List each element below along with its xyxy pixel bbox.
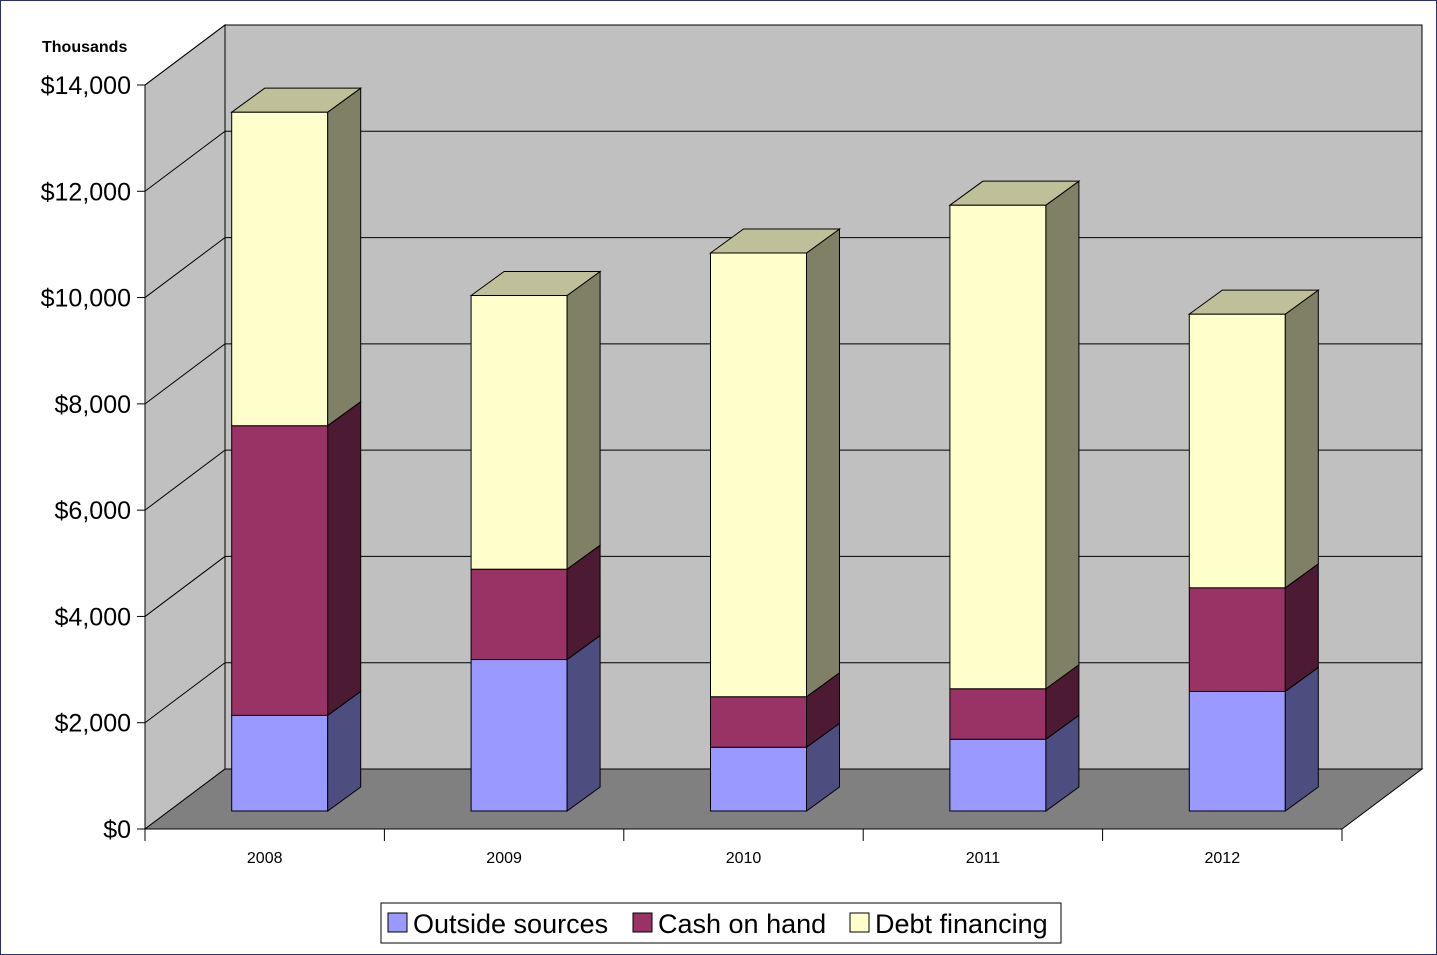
bar-side [327,400,362,717]
y-tick-label: $10,000 [41,285,131,313]
y-tick-label: $8,000 [55,391,131,419]
bar-side [327,87,362,427]
bar-segment-outside-sources [231,690,362,812]
bar-front [231,111,329,427]
y-tick-label: $12,000 [41,178,131,206]
bar-segment-debt-financing [1187,289,1320,589]
bar-segment-outside-sources [949,714,1080,812]
gridline [144,24,1422,86]
bar-segment-cash-on-hand [231,400,362,717]
bar-front [1188,587,1286,692]
y-tick-label: $14,000 [41,72,131,100]
legend-label: Debt financing [875,909,1048,939]
legend: Outside sources Cash on hand Debt financin… [380,902,1062,944]
axes [137,84,1343,841]
bar-top [1187,289,1320,315]
gridline [144,130,1422,192]
bar-side [566,270,601,571]
bar-top [948,180,1081,206]
x-category-label: 2010 [726,850,762,867]
bar-segment-outside-sources [710,722,840,812]
y-tick-label: $6,000 [55,497,131,525]
bar-side [1045,180,1080,690]
bar-segment-debt-financing [469,270,602,571]
legend-swatch [849,912,870,933]
bar-front [231,714,329,812]
legend-label: Cash on hand [658,909,826,939]
bar-side [1284,666,1319,812]
bar-front [710,746,807,812]
x-category-label: 2009 [486,850,522,867]
x-category-label: 2008 [247,850,283,867]
bar-segment-cash-on-hand [470,544,601,661]
y-tick-label: $0 [103,816,131,844]
bar-front [949,688,1047,740]
legend-swatch [632,912,653,933]
bar-side [1284,289,1319,589]
bar-segment-debt-financing [230,87,363,427]
bar-segment-cash-on-hand [710,671,840,749]
bar-front [470,659,568,812]
legend-box [380,902,1062,944]
bar-front [949,738,1047,812]
bar-front [231,425,329,716]
x-category-label: 2011 [966,850,1001,867]
bar-top [469,271,602,297]
y-tick-label: $4,000 [55,603,131,631]
bar-front [1188,690,1286,812]
bar-segment-outside-sources [1188,666,1319,812]
bar-front [470,568,568,661]
bar-segment-outside-sources [470,634,601,812]
bar-side [806,228,840,698]
bar-front [1188,313,1286,589]
legend-swatch [387,912,408,933]
bar-front [949,204,1047,690]
y-tick-label: $2,000 [55,710,131,738]
bar-front [470,295,568,570]
x-category-label: 2012 [1205,850,1241,867]
side-wall [144,24,226,830]
bar-front [710,252,807,698]
bar-top [230,87,363,113]
bars [230,87,1320,812]
bar-segment-debt-financing [948,180,1081,690]
bar-segment-debt-financing [708,228,842,698]
bar-front [710,696,807,748]
axis-labels: Thousands $0 $2,000 $4,000 $6,000 $8,000 $10,… [41,39,1241,867]
unit-label: Thousands [42,39,127,56]
legend-label: Outside sources [413,909,608,939]
bar-side [566,634,601,812]
bar-top [708,228,842,254]
